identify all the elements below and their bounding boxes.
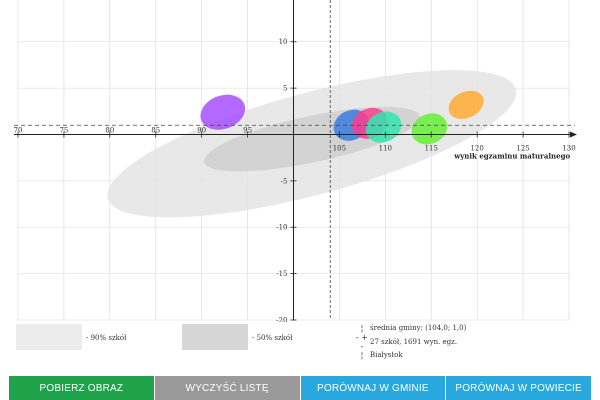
school-ellipses (200, 90, 484, 145)
cross-symbol: - + - (356, 333, 368, 351)
x-tick-label: 105 (333, 144, 346, 152)
school-ellipse (411, 113, 448, 145)
compare-in-municipality-button[interactable]: PORÓWNAJ W GMINIE (300, 376, 447, 400)
y-tick-label: 5 (283, 85, 287, 93)
clear-list-button[interactable]: WYCZYŚĆ LISTĘ (154, 376, 301, 400)
x-axis-arrow (570, 131, 577, 138)
legend-place-text: Białystok (370, 351, 403, 359)
y-tick-label: -10 (276, 224, 287, 232)
legend-swatch-50 (182, 324, 248, 350)
school-ellipse (200, 94, 246, 130)
x-tick-label: 70 (14, 126, 23, 134)
y-tick-label: -5 (281, 177, 288, 185)
legend-info: ¦ średnia gminy: (104,0; 1,0) - + -27 szk… (354, 324, 466, 360)
x-tick-label: 125 (516, 144, 529, 152)
x-tick-label: 75 (59, 126, 68, 134)
x-tick-label: 120 (470, 144, 483, 152)
place-symbol: ¦ (360, 351, 364, 360)
axes (14, 0, 577, 321)
download-image-button[interactable]: POBIERZ OBRAZ (9, 376, 155, 400)
x-tick-label: 85 (151, 126, 160, 134)
x-tick-label: 95 (243, 126, 252, 134)
legend-label-90: - 90% szkół (86, 334, 127, 342)
x-tick-label: 115 (425, 144, 438, 152)
school-distribution-regions (107, 70, 517, 218)
legend-swatch-90 (16, 324, 82, 350)
x-tick-label: 110 (379, 144, 392, 152)
y-tick-label: -15 (276, 270, 287, 278)
x-tick-label: 130 (562, 144, 575, 152)
school-ellipse (448, 90, 484, 119)
x-axis-title: wynik egzaminu maturalnego (453, 151, 570, 160)
y-tick-label: 10 (279, 38, 288, 46)
legend: - 90% szkół - 50% szkół ¦ średnia gminy: … (0, 322, 600, 362)
legend-mean-text: średnia gminy: (104,0; 1,0) (370, 324, 467, 332)
x-tick-label: 80 (105, 126, 114, 134)
x-tick-label: 90 (197, 126, 206, 134)
compare-in-county-button[interactable]: PORÓWNAJ W POWIECIE (446, 376, 591, 400)
action-buttons: POBIERZ OBRAZ WYCZYŚĆ LISTĘ PORÓWNAJ W G… (9, 376, 591, 400)
y-tick-label: -20 (276, 317, 287, 323)
mean-symbol: ¦ (360, 324, 364, 333)
legend-label-50: - 50% szkół (252, 334, 293, 342)
legend-count-text: 27 szkół, 1691 wyn. egz. (370, 337, 458, 346)
